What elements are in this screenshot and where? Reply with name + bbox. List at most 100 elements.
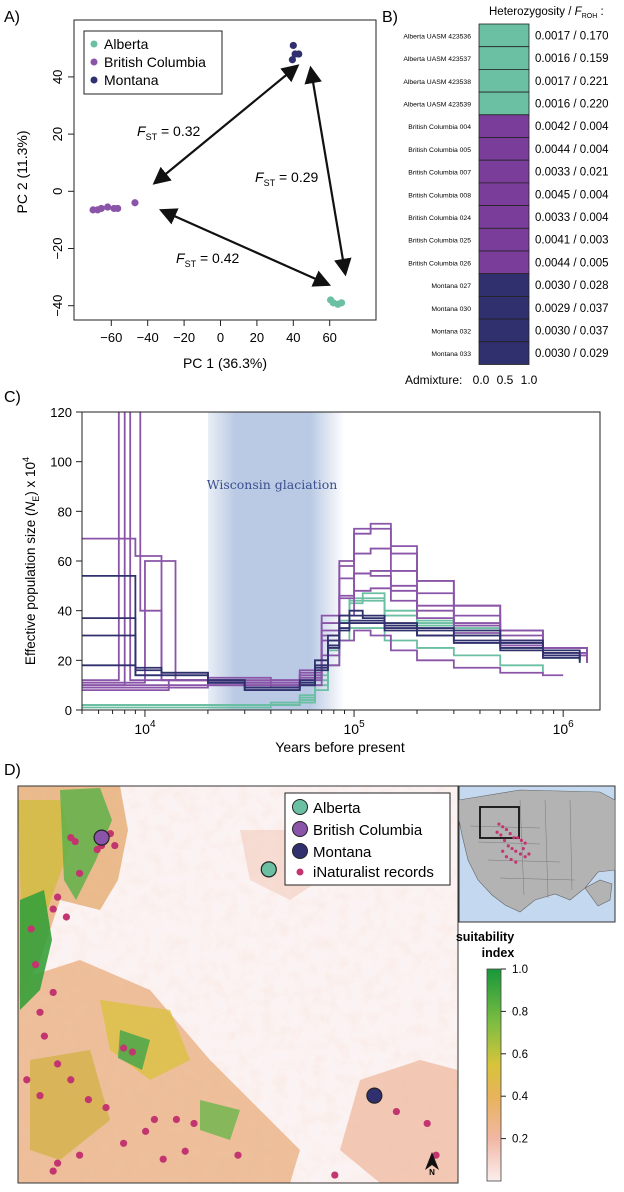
sample-name: Alberta UASM 423536: [403, 33, 471, 40]
sample-name: British Columbia 008: [408, 192, 471, 199]
het-froh-value: 0.0016 / 0.220: [535, 98, 609, 110]
sample-marker-alberta: [260, 861, 277, 878]
fst-label-bc-montana: FST = 0.32: [137, 123, 200, 142]
inset-record-17: [504, 855, 509, 859]
fst-arrow-bc-alberta: [158, 208, 332, 287]
inset-land-east: [584, 879, 613, 907]
panel-c-psmc-lines: [82, 412, 588, 709]
a-xtick-label: −20: [173, 330, 195, 345]
a-xtick-label: 60: [322, 330, 336, 345]
sample-name: British Columbia 025: [408, 238, 471, 245]
inset-record-19: [514, 860, 518, 864]
panel-a-fst-arrows: [152, 64, 352, 287]
panel-b-label: B): [382, 9, 398, 26]
inaturalist-record-12: [49, 988, 57, 997]
inset-record-18: [509, 857, 513, 862]
panel-c: C) Wisconsin glaciation 0 20 40 60 80 100 120 1…: [4, 389, 601, 755]
north-arrow: N: [425, 1152, 439, 1177]
psmc-line-montana-13: [82, 619, 581, 689]
a-ytick-label: 40: [50, 70, 65, 84]
het-froh-value: 0.0030 / 0.037: [535, 325, 609, 337]
admixture-bar: [478, 137, 530, 161]
het-froh-value: 0.0017 / 0.170: [535, 30, 609, 42]
het-froh-value: 0.0033 / 0.021: [535, 167, 609, 179]
map-region-yellow-3: [30, 1050, 110, 1160]
suitability-colorbar: suitability index 1.0 0.8 0.6 0.4 0.2: [456, 930, 529, 1182]
admixture-bar: [478, 23, 530, 48]
admixture-tick-1: 0.5: [497, 373, 514, 387]
inset-record-21: [521, 846, 525, 851]
pca-point-montana-0: [289, 41, 297, 50]
sample-name: British Columbia 005: [408, 147, 471, 154]
psmc-line-montana-14: [82, 622, 581, 692]
panel-b: B) Heterozygosity / FROH : Alberta UASM …: [382, 6, 609, 387]
inaturalist-record-1: [71, 837, 79, 846]
admixture-bar: [478, 295, 530, 320]
pca-point-montana-3: [288, 56, 296, 64]
admixture-bar: [478, 250, 530, 275]
het-froh-value: 0.0045 / 0.004: [535, 189, 609, 201]
legend-a-montana: Montana: [104, 72, 159, 88]
a-ytick-label: −20: [50, 237, 65, 259]
colorbar-tick-label: 0.2: [512, 1134, 528, 1146]
panel-a-label: A): [4, 9, 20, 26]
het-froh-value: 0.0042 / 0.004: [535, 121, 609, 133]
admixture-bar: [478, 91, 530, 116]
admixture-bar: [478, 205, 530, 229]
c-xtick-label: 105: [343, 719, 365, 737]
het-froh-value: 0.0030 / 0.028: [535, 280, 609, 292]
inset-record-10: [506, 844, 510, 848]
inaturalist-record-5: [111, 841, 119, 850]
legend-d-montana: Montana: [313, 844, 372, 861]
inset-records: [495, 822, 531, 864]
inaturalist-record-24: [172, 1115, 180, 1124]
inset-record-0: [497, 822, 501, 826]
map-frame: [17, 785, 459, 1184]
sample-name: British Columbia 007: [408, 170, 471, 177]
inaturalist-record-19: [120, 1044, 128, 1052]
panel-b-admixture-label: Admixture:: [405, 373, 462, 387]
panel-c-ylabel: Effective population size (NE) x 104: [21, 457, 41, 665]
colorbar-title-2: index: [482, 946, 515, 960]
sample-name: Montana 027: [431, 283, 471, 290]
inset-record-8: [499, 833, 503, 837]
inset-record-16: [501, 849, 505, 853]
inset-record-14: [523, 855, 527, 859]
inaturalist-record-18: [23, 1076, 31, 1084]
colorbar-tick-label: 0.4: [512, 1091, 529, 1103]
inset-record-2: [504, 827, 509, 832]
het-froh-value: 0.0030 / 0.029: [535, 348, 609, 360]
inaturalist-record-29: [190, 1119, 198, 1128]
inaturalist-record-11: [31, 961, 40, 969]
inaturalist-record-22: [102, 1103, 110, 1112]
north-arrow-label: N: [429, 1168, 435, 1177]
admixture-bar: [478, 318, 530, 343]
panel-a-xlabel: PC 1 (36.3%): [183, 355, 267, 371]
sample-marker-british-columbia: [93, 829, 110, 846]
inset-record-6: [519, 838, 524, 843]
legend-a-alberta: Alberta: [104, 36, 149, 52]
inaturalist-record-26: [142, 1127, 150, 1135]
inset-record-3: [508, 832, 512, 836]
c-xtick-label: 104: [134, 719, 156, 737]
colorbar-tick-label: 0.8: [512, 1006, 528, 1018]
panel-a-plot-frame: [73, 19, 377, 321]
pca-point-alberta-3: [337, 299, 346, 307]
legend-d-inaturalist-marker: [296, 868, 304, 876]
a-xtick-label: 0: [217, 330, 224, 345]
c-ytick-label: 60: [58, 554, 72, 569]
inset-record-4: [512, 836, 516, 840]
c-xtick-label: 106: [553, 719, 575, 737]
inset-record-13: [518, 852, 523, 856]
admixture-bar: [478, 182, 530, 206]
fst-arrow-montana-alberta: [304, 65, 352, 277]
c-ytick-label: 100: [50, 455, 72, 470]
psmc-line-british-columbia-6: [82, 412, 588, 687]
inaturalist-record-27: [159, 1155, 167, 1163]
het-froh-value: 0.0044 / 0.004: [535, 144, 609, 156]
admixture-bar: [478, 273, 530, 297]
a-ytick-label: 0: [50, 188, 65, 195]
panel-a-points: [89, 41, 346, 308]
psmc-line-british-columbia-10: [82, 629, 564, 692]
map-region-green-1: [60, 788, 112, 900]
